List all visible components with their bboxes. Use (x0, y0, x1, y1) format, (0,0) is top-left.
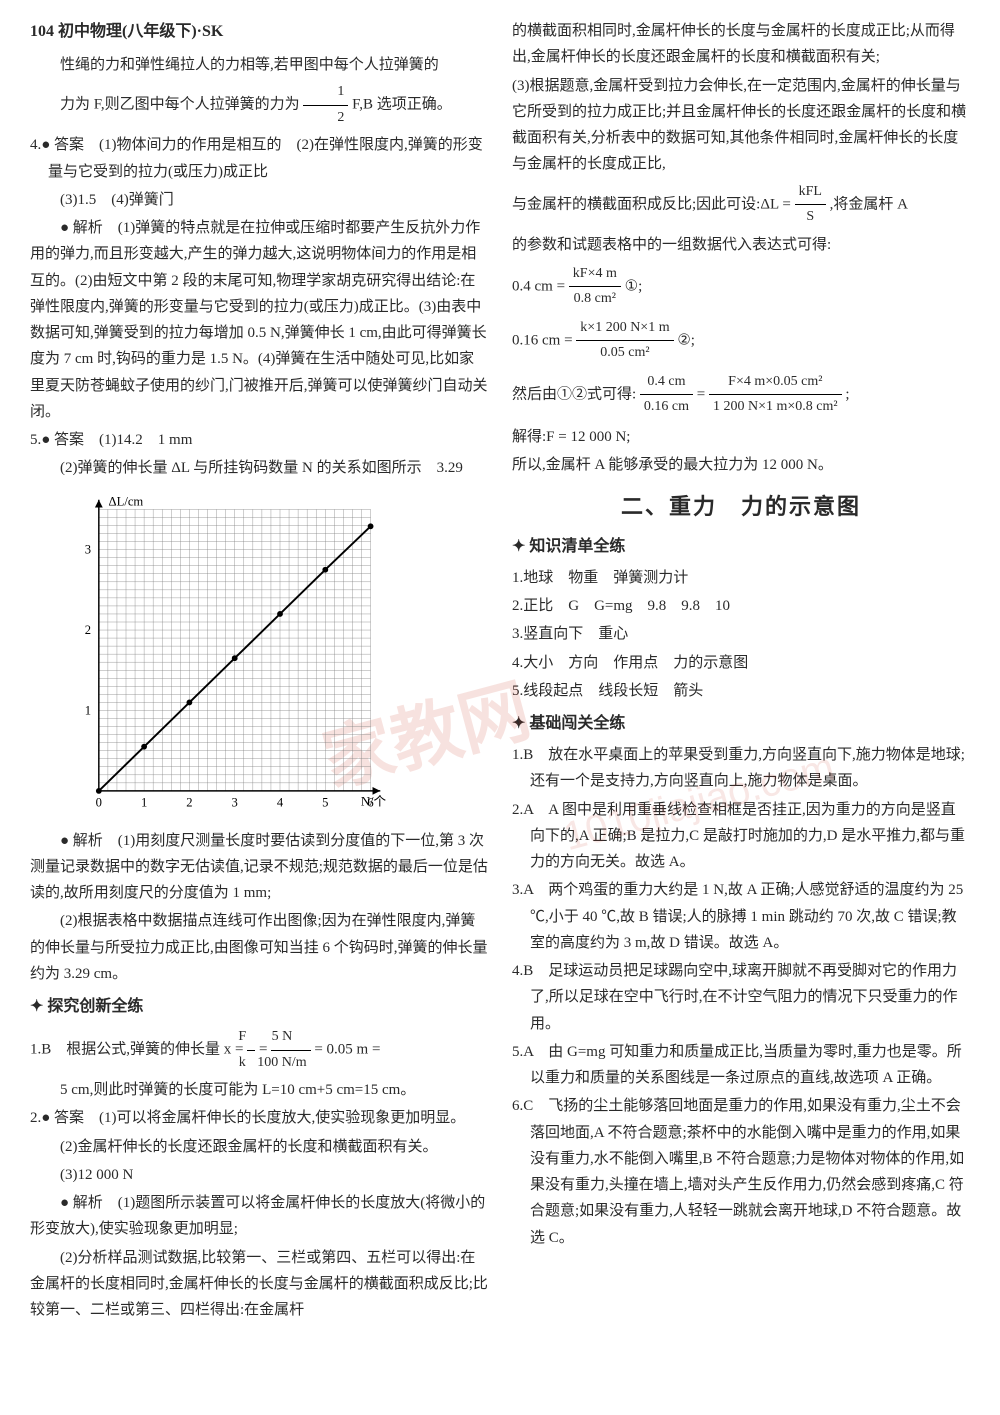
num: F (247, 1025, 255, 1051)
k1: 1.地球 物重 弹簧测力计 (512, 565, 970, 591)
eq3-pre: 然后由①②式可得: (512, 386, 636, 402)
num: F×4 m×0.05 cm² (709, 370, 842, 396)
q5-answer: 5.● 答案 (1)14.2 1 mm (30, 427, 488, 453)
den: k (247, 1051, 255, 1076)
tq2-ana1: ● 解析 (1)题图所示装置可以将金属杆伸长的长度放大(将微小的形变放大),使实… (30, 1190, 488, 1243)
num: 5 N (271, 1025, 310, 1051)
eq2-post: ②; (677, 332, 695, 348)
tq2-sub2: (2)金属杆伸长的长度还跟金属杆的长度和横截面积有关。 (30, 1134, 488, 1160)
k4: 4.大小 方向 作用点 力的示意图 (512, 650, 970, 676)
eq1: 0.4 cm = kF×4 m0.8 cm² ①; (512, 262, 970, 312)
page-container: 104 初中物理(八年级下)·SK 性绳的力和弹性绳拉人的力相等,若甲图中每个人… (0, 0, 1000, 1343)
section2-title: 二、重力 力的示意图 (512, 488, 970, 527)
q5-ana1: ● 解析 (1)用刻度尺测量长度时要估读到分度值的下一位,第 3 次测量记录数据… (30, 828, 488, 907)
graph-svg: ΔL/cm N/个 0123456 123 (60, 490, 390, 820)
svg-text:0: 0 (96, 795, 102, 809)
q4-sub: (3)1.5 (4)弹簧门 (30, 187, 488, 213)
den: 1 200 N×1 m×0.8 cm² (709, 395, 842, 420)
r-p2: (3)根据题意,金属杆受到拉力会伸长,在一定范围内,金属杆的伸长量与它所受到的拉… (512, 73, 970, 178)
eq3: 然后由①②式可得: 0.4 cm0.16 cm = F×4 m×0.05 cm²… (512, 370, 970, 420)
svg-text:1: 1 (141, 795, 147, 809)
q4-answer: 4.● 答案 (1)物体间力的作用是相互的 (2)在弹性限度内,弹簧的形变量与它… (30, 132, 488, 185)
frac-eq1: kF×4 m0.8 cm² (569, 262, 621, 312)
svg-text:3: 3 (232, 795, 238, 809)
frac-eq3b: F×4 m×0.05 cm²1 200 N×1 m×0.8 cm² (709, 370, 842, 420)
tq1-post: = 0.05 m = (314, 1041, 380, 1057)
num: kF×4 m (569, 262, 621, 288)
q5-ana2: (2)根据表格中数据描点连线可作出图像;因为在弹性限度内,弹簧的伸长量与所受拉力… (30, 908, 488, 987)
frac-Fk: Fk (247, 1025, 255, 1075)
r-p4: 的参数和试题表格中的一组数据代入表达式可得: (512, 232, 970, 258)
eq2: 0.16 cm = k×1 200 N×1 m0.05 cm² ②; (512, 316, 970, 366)
svg-text:2: 2 (186, 795, 192, 809)
den: 100 N/m (271, 1051, 310, 1076)
svg-text:1: 1 (85, 703, 91, 717)
tq2-ana2: (2)分析样品测试数据,比较第一、三栏或第四、五栏可以得出:在金属杆的长度相同时… (30, 1245, 488, 1324)
k2: 2.正比 G G=mg 9.8 9.8 10 (512, 593, 970, 619)
right-column: 的横截面积相同时,金属杆伸长的长度与金属杆的长度成正比;从而得出,金属杆伸长的长… (512, 18, 970, 1325)
den: S (795, 205, 826, 230)
r-p6: 所以,金属杆 A 能够承受的最大拉力为 12 000 N。 (512, 452, 970, 478)
frac-kFLS: kFLS (795, 180, 826, 230)
tq1-pre: 1.B 根据公式,弹簧的伸长量 x = (30, 1041, 247, 1057)
svg-text:3: 3 (85, 542, 91, 556)
left-column: 104 初中物理(八年级下)·SK 性绳的力和弹性绳拉人的力相等,若甲图中每个人… (30, 18, 488, 1325)
frac-eq2: k×1 200 N×1 m0.05 cm² (576, 316, 673, 366)
p2-post: F,B 选项正确。 (352, 97, 452, 113)
tq1: 1.B 根据公式,弹簧的伸长量 x = Fk = 5 N100 N/m = 0.… (30, 1025, 488, 1075)
page-header: 104 初中物理(八年级下)·SK (30, 18, 488, 46)
eq3-mid: = (697, 386, 709, 402)
num: 1 (303, 80, 348, 106)
den: 0.16 cm (640, 395, 693, 420)
page-title: 初中物理(八年级下)·SK (58, 23, 223, 40)
eq3-post: ; (845, 386, 849, 402)
zhishi-title: 知识清单全练 (512, 533, 970, 561)
num: kFL (795, 180, 826, 206)
k5: 5.线段起点 线段长短 箭头 (512, 678, 970, 704)
num: 0.4 cm (640, 370, 693, 396)
svg-text:4: 4 (277, 795, 284, 809)
eq2-pre: 0.16 cm = (512, 332, 576, 348)
r-p3-pre: 与金属杆的横截面积成反比;因此可设:ΔL = (512, 196, 795, 212)
j4: 4.B 足球运动员把足球踢向空中,球离开脚就不再受脚对它的作用力了,所以足球在空… (512, 958, 970, 1037)
j3: 3.A 两个鸡蛋的重力大约是 1 N,故 A 正确;人感觉舒适的温度约为 25 … (512, 877, 970, 956)
r-p1: 的横截面积相同时,金属杆伸长的长度与金属杆的长度成正比;从而得出,金属杆伸长的长… (512, 18, 970, 71)
jichu-title: 基础闯关全练 (512, 710, 970, 738)
eq1-post: ①; (625, 278, 643, 294)
tq2-sub3: (3)12 000 N (30, 1162, 488, 1188)
r-p3: 与金属杆的横截面积成反比;因此可设:ΔL = kFLS ,将金属杆 A (512, 180, 970, 230)
text-p1: 性绳的力和弹性绳拉人的力相等,若甲图中每个人拉弹簧的 (30, 52, 488, 78)
p2-pre: 力为 F,则乙图中每个人拉弹簧的力为 (60, 97, 300, 113)
k3: 3.竖直向下 重心 (512, 621, 970, 647)
tansuo-title: 探究创新全练 (30, 993, 488, 1021)
frac-eq3a: 0.4 cm0.16 cm (640, 370, 693, 420)
tq1-line2: 5 cm,则此时弹簧的长度可能为 L=10 cm+5 cm=15 cm。 (30, 1077, 488, 1103)
svg-text:ΔL/cm: ΔL/cm (109, 494, 144, 508)
j5: 5.A 由 G=mg 可知重力和质量成正比,当质量为零时,重力也是零。所以重力和… (512, 1039, 970, 1092)
j1: 1.B 放在水平桌面上的苹果受到重力,方向竖直向下,施力物体是地球;还有一个是支… (512, 742, 970, 795)
svg-text:6: 6 (367, 795, 373, 809)
j2: 2.A A 图中是利用重垂线检查相框是否挂正,因为重力的方向是竖直向下的,A 正… (512, 797, 970, 876)
tq2-title: 2.● 答案 (1)可以将金属杆伸长的长度放大,使实验现象更加明显。 (30, 1105, 488, 1131)
den: 0.8 cm² (569, 287, 621, 312)
r-p3-post: ,将金属杆 A (830, 196, 908, 212)
r-p5: 解得:F = 12 000 N; (512, 424, 970, 450)
frac-5n: 5 N100 N/m (271, 1025, 310, 1075)
den: 2 (303, 106, 348, 131)
svg-text:2: 2 (85, 622, 91, 636)
q4-analysis: ● 解析 (1)弹簧的特点就是在拉伸或压缩时都要产生反抗外力作用的弹力,而且形变… (30, 215, 488, 425)
j6: 6.C 飞扬的尘土能够落回地面是重力的作用,如果没有重力,尘土不会落回地面,A … (512, 1093, 970, 1251)
page-number: 104 (30, 23, 54, 40)
svg-text:5: 5 (322, 795, 328, 809)
text-p2: 力为 F,则乙图中每个人拉弹簧的力为 12 F,B 选项正确。 (30, 80, 488, 130)
q5-sub: (2)弹簧的伸长量 ΔL 与所挂钩码数量 N 的关系如图所示 3.29 (30, 455, 488, 481)
graph-container: ΔL/cm N/个 0123456 123 (60, 490, 390, 820)
frac-half: 12 (303, 80, 348, 130)
eq1-pre: 0.4 cm = (512, 278, 569, 294)
den: 0.05 cm² (576, 341, 673, 366)
num: k×1 200 N×1 m (576, 316, 673, 342)
